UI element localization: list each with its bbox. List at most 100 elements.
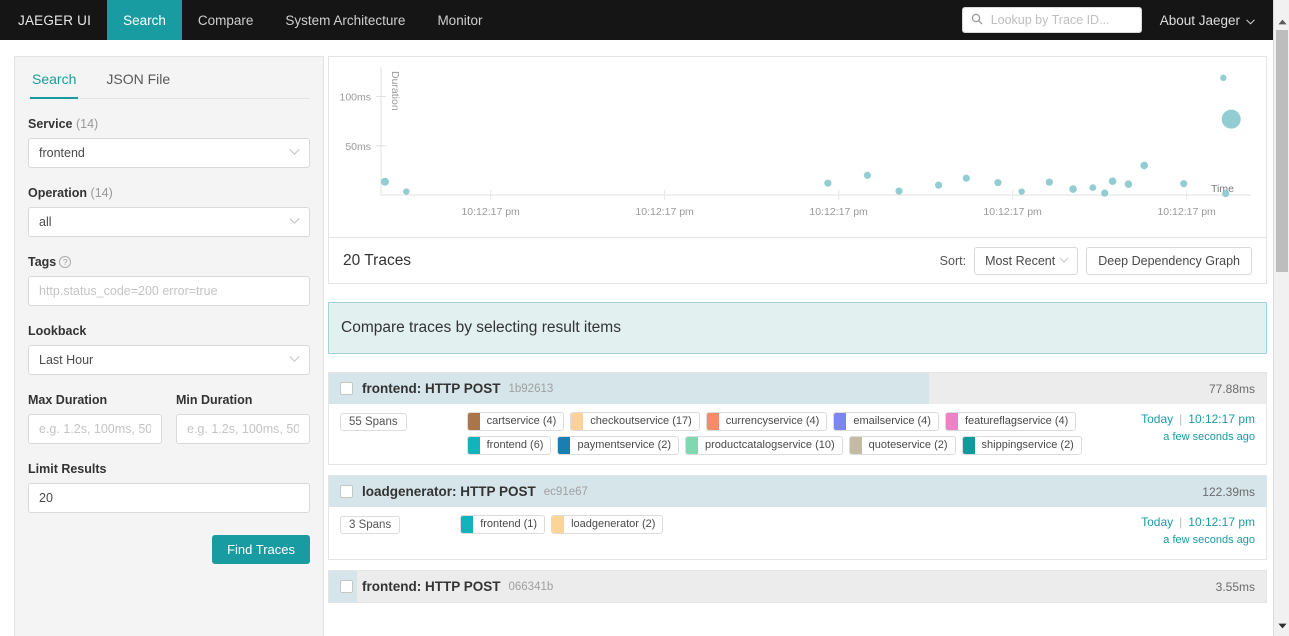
trace-date: Today: [1141, 515, 1174, 529]
trace-timestamp: Today | 10:12:17 pm a few seconds ago: [1131, 515, 1255, 546]
service-color-swatch: [834, 413, 847, 430]
trace-time: 10:12:17 pm: [1188, 515, 1255, 529]
trace-results-list: frontend: HTTP POST 1b92613 77.88ms 55 Span…: [328, 372, 1267, 603]
trace-row-body: 55 Spans cartservice (4) checkoutservice (…: [329, 404, 1266, 464]
deep-dependency-graph-button[interactable]: Deep Dependency Graph: [1086, 246, 1252, 275]
svg-text:10:12:17 pm: 10:12:17 pm: [635, 206, 694, 218]
svg-text:10:12:17 pm: 10:12:17 pm: [809, 206, 868, 218]
service-badge-label: frontend (6): [486, 439, 544, 451]
trace-select-checkbox[interactable]: [340, 382, 353, 395]
compare-banner: Compare traces by selecting result items: [328, 302, 1267, 354]
sort-select[interactable]: Most Recent: [974, 246, 1079, 275]
about-jaeger-label: About Jaeger: [1159, 12, 1240, 28]
trace-date-time: Today | 10:12:17 pm: [1141, 515, 1255, 529]
trace-row[interactable]: loadgenerator: HTTP POST ec91e67 122.39ms 3…: [328, 475, 1267, 560]
limit-results-input[interactable]: [28, 483, 310, 513]
trace-row-header[interactable]: frontend: HTTP POST 066341b 3.55ms: [329, 571, 1266, 602]
svg-text:100ms: 100ms: [339, 92, 371, 104]
min-duration-field: Min Duration: [176, 393, 310, 444]
trace-duration: 122.39ms: [1202, 484, 1255, 499]
trace-select-checkbox[interactable]: [340, 485, 353, 498]
trace-scatter-chart[interactable]: 100ms 50ms Duration 10:12:17 pm 10:12:17 pm 1…: [328, 56, 1267, 238]
trace-id: 1b92613: [508, 382, 554, 395]
service-badge: shippingservice (2): [961, 436, 1082, 455]
separator: |: [1179, 412, 1183, 426]
trace-row-body: 3 Spans frontend (1) loadgenerator (2) Toda…: [329, 507, 1266, 559]
nav-item-system-architecture[interactable]: System Architecture: [285, 12, 406, 28]
lookback-field: Lookback Last Hour: [28, 324, 310, 375]
scroll-down-arrow[interactable]: [1274, 618, 1289, 634]
trace-date-time: Today | 10:12:17 pm: [1141, 412, 1255, 426]
about-jaeger-menu[interactable]: About Jaeger: [1160, 0, 1273, 40]
service-badge: emailservice (4): [833, 412, 939, 431]
trace-duration-bar: [329, 476, 1266, 507]
operation-label: Operation (14): [28, 186, 310, 200]
service-badge-label: paymentservice (2): [577, 439, 672, 451]
service-color-swatch: [706, 413, 719, 430]
tab-search[interactable]: Search: [30, 57, 79, 99]
service-badge: checkoutservice (17): [570, 412, 700, 431]
trace-id-input[interactable]: [988, 12, 1133, 28]
traces-count: 20 Traces: [343, 251, 412, 269]
trace-row-header[interactable]: frontend: HTTP POST 1b92613 77.88ms: [329, 373, 1266, 404]
service-badge: cartservice (4): [466, 412, 565, 431]
service-badge: featureflagservice (4): [944, 412, 1077, 431]
trace-duration-bar: [329, 373, 929, 404]
tags-field: Tags?: [28, 255, 310, 306]
trace-duration: 77.88ms: [1208, 381, 1255, 396]
trace-duration: 3.55ms: [1215, 579, 1255, 594]
service-badge-list: cartservice (4) checkoutservice (17) curre…: [466, 412, 1132, 455]
service-badge-label: frontend (1): [480, 518, 538, 530]
trace-title: frontend: HTTP POST: [362, 579, 501, 594]
nav-item-monitor[interactable]: Monitor: [437, 12, 483, 28]
tab-json-file[interactable]: JSON File: [106, 71, 171, 87]
trace-row[interactable]: frontend: HTTP POST 1b92613 77.88ms 55 Span…: [328, 372, 1267, 465]
trace-time: 10:12:17 pm: [1188, 412, 1255, 426]
service-badge-label: checkoutservice (17): [590, 415, 692, 427]
trace-select-checkbox[interactable]: [340, 580, 353, 593]
scroll-up-arrow[interactable]: [1274, 14, 1289, 30]
service-badge: productcatalogservice (10): [685, 436, 843, 455]
chevron-down-icon: [1059, 255, 1069, 266]
trace-row-header[interactable]: loadgenerator: HTTP POST ec91e67 122.39ms: [329, 476, 1266, 507]
operation-select[interactable]: all: [28, 207, 310, 237]
help-icon[interactable]: ?: [59, 256, 72, 268]
trace-title: loadgenerator: HTTP POST: [362, 484, 536, 499]
max-duration-input[interactable]: [28, 414, 162, 444]
lookback-select[interactable]: Last Hour: [28, 345, 310, 375]
trace-timestamp: Today | 10:12:17 pm a few seconds ago: [1131, 412, 1255, 443]
search-icon: [971, 13, 989, 28]
trace-row[interactable]: frontend: HTTP POST 066341b 3.55ms: [328, 570, 1267, 603]
results-toolbar: 20 Traces Sort: Most Recent Deep Depende…: [328, 238, 1267, 284]
service-badge-label: loadgenerator (2): [571, 518, 656, 530]
nav-item-compare[interactable]: Compare: [197, 12, 254, 28]
trace-id-lookup[interactable]: [961, 7, 1142, 33]
service-select[interactable]: frontend: [28, 138, 310, 168]
nav-spacer: [498, 0, 961, 40]
find-traces-button[interactable]: Find Traces: [212, 535, 310, 564]
service-color-swatch: [945, 413, 958, 430]
tags-label: Tags?: [28, 255, 310, 269]
span-count-badge: 55 Spans: [340, 413, 407, 431]
service-badge: frontend (6): [466, 436, 552, 455]
brand-logo[interactable]: JAEGER UI: [18, 12, 92, 28]
service-badge: paymentservice (2): [557, 436, 680, 455]
trace-date: Today: [1141, 412, 1174, 426]
chevron-down-icon: [289, 217, 300, 228]
chevron-down-icon: [289, 355, 300, 366]
tags-input[interactable]: [28, 276, 310, 306]
trace-relative-time: a few seconds ago: [1163, 431, 1255, 443]
service-color-swatch: [571, 413, 584, 430]
svg-text:10:12:17 pm: 10:12:17 pm: [1157, 206, 1216, 218]
service-color-swatch: [849, 437, 862, 454]
page-scrollbar[interactable]: [1273, 0, 1289, 636]
operation-label-text: Operation: [28, 186, 88, 200]
nav-item-search[interactable]: Search: [107, 0, 182, 40]
service-color-swatch: [467, 437, 480, 454]
scatter-plot-svg: 100ms 50ms Duration 10:12:17 pm 10:12:17 pm 1…: [339, 67, 1251, 218]
scrollbar-thumb[interactable]: [1276, 30, 1288, 272]
min-duration-input[interactable]: [176, 414, 310, 444]
service-label: Service (14): [28, 117, 310, 131]
lookback-label: Lookback: [28, 324, 87, 338]
service-badge-list: frontend (1) loadgenerator (2): [460, 515, 1131, 534]
